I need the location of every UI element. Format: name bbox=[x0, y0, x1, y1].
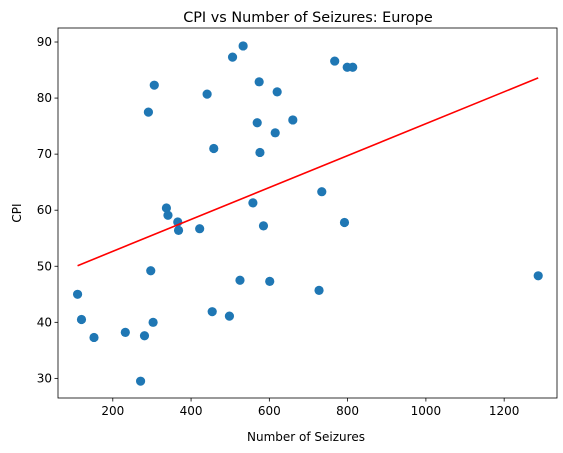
scatter-point bbox=[238, 41, 248, 51]
y-tick-label: 60 bbox=[37, 203, 52, 217]
scatter-point bbox=[348, 62, 358, 72]
scatter-point bbox=[314, 285, 324, 295]
scatter-point bbox=[258, 221, 269, 231]
scatter-point bbox=[135, 376, 146, 386]
plot-frame bbox=[57, 27, 558, 399]
scatter-point bbox=[146, 266, 156, 276]
scatter-point bbox=[252, 118, 262, 128]
scatter-point bbox=[139, 331, 150, 341]
y-tick-label: 40 bbox=[37, 315, 52, 329]
x-tick-label: 1200 bbox=[489, 404, 520, 418]
scatter-point bbox=[202, 89, 212, 99]
scatter-point bbox=[89, 332, 99, 343]
scatter-point bbox=[254, 77, 264, 87]
scatter-point bbox=[270, 128, 280, 138]
scatter-point bbox=[272, 87, 282, 97]
scatter-point bbox=[255, 147, 265, 158]
plot-area bbox=[72, 41, 543, 386]
y-tick-label: 70 bbox=[37, 147, 52, 161]
y-tick-label: 90 bbox=[37, 35, 52, 49]
scatter-point bbox=[209, 143, 219, 154]
scatter-point bbox=[72, 289, 83, 299]
scatter-point bbox=[195, 224, 205, 234]
scatter-point bbox=[207, 307, 217, 317]
scatter-point bbox=[339, 217, 350, 228]
y-tick-label: 30 bbox=[37, 371, 52, 385]
scatter-point bbox=[330, 56, 340, 66]
scatter-point bbox=[173, 225, 184, 235]
x-axis: 200 400 600 800 1000 1200 bbox=[101, 398, 519, 418]
scatter-point bbox=[317, 187, 327, 197]
scatter-point bbox=[265, 276, 275, 286]
scatter-point bbox=[224, 311, 235, 321]
x-tick-label: 800 bbox=[336, 404, 359, 418]
scatter-point bbox=[149, 80, 159, 90]
x-tick-label: 400 bbox=[180, 404, 203, 418]
x-axis-label: Number of Seizures bbox=[247, 430, 365, 444]
y-tick-label: 50 bbox=[37, 259, 52, 273]
scatter-point bbox=[288, 115, 298, 125]
y-axis-label: CPI bbox=[10, 203, 24, 222]
scatter-point bbox=[120, 327, 130, 338]
scatter-point bbox=[163, 210, 173, 220]
y-axis: 30 40 50 60 70 80 90 bbox=[37, 35, 58, 385]
x-tick-label: 1000 bbox=[411, 404, 442, 418]
scatter-point bbox=[76, 314, 87, 325]
scatter-point bbox=[143, 107, 154, 117]
trend-line bbox=[77, 77, 539, 267]
x-tick-label: 200 bbox=[101, 404, 124, 418]
y-tick-label: 80 bbox=[37, 91, 52, 105]
chart-title: CPI vs Number of Seizures: Europe bbox=[183, 10, 433, 26]
scatter-point bbox=[533, 271, 543, 281]
x-tick-label: 600 bbox=[258, 404, 281, 418]
scatter-point bbox=[248, 198, 258, 208]
scatter-point bbox=[235, 275, 245, 285]
scatter-point bbox=[227, 52, 238, 62]
scatter-point bbox=[148, 317, 158, 327]
scatter-point bbox=[161, 203, 172, 213]
